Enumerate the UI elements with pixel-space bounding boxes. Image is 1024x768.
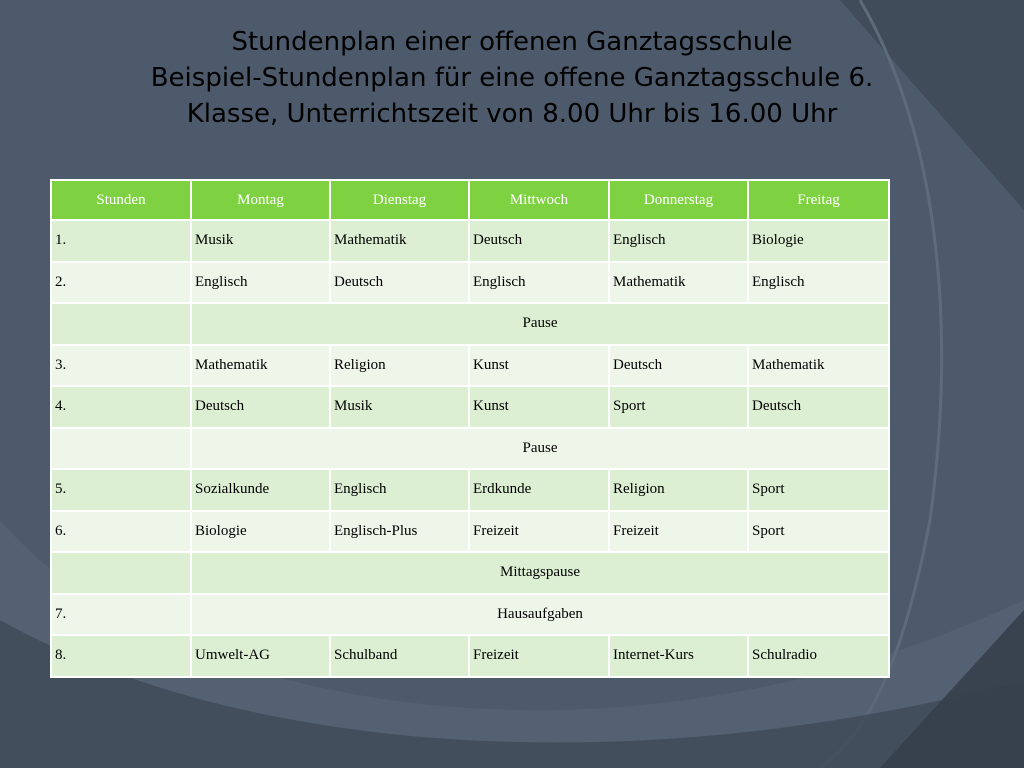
title-line-1: Stundenplan einer offenen Ganztagsschule <box>231 27 793 57</box>
table-row: 8. Umwelt-AG Schulband Freizeit Internet… <box>50 634 890 678</box>
table-row: 4. Deutsch Musik Kunst Sport Deutsch <box>50 385 890 429</box>
subject-cell: Deutsch <box>329 260 470 304</box>
lunch-break-cell: Mittagspause <box>190 551 890 595</box>
header-montag: Montag <box>190 179 331 221</box>
period-cell: 8. <box>50 634 192 678</box>
subject-cell: Musik <box>190 219 331 263</box>
subject-cell: Schulband <box>329 634 470 678</box>
subject-cell: Kunst <box>468 343 610 387</box>
subject-cell: Mathematik <box>747 343 890 387</box>
subject-cell: Englisch <box>468 260 610 304</box>
subject-cell: Religion <box>329 343 470 387</box>
subject-cell: Mathematik <box>190 343 331 387</box>
subject-cell: Deutsch <box>468 219 610 263</box>
subject-cell: Deutsch <box>747 385 890 429</box>
table-row-break: Mittagspause <box>50 551 890 595</box>
period-cell <box>50 551 192 595</box>
subject-cell: Englisch <box>190 260 331 304</box>
header-stunden: Stunden <box>50 179 192 221</box>
subject-cell: Deutsch <box>190 385 331 429</box>
subject-cell: Biologie <box>747 219 890 263</box>
period-cell: 2. <box>50 260 192 304</box>
header-dienstag: Dienstag <box>329 179 470 221</box>
subject-cell: Umwelt-AG <box>190 634 331 678</box>
period-cell <box>50 302 192 346</box>
header-freitag: Freitag <box>747 179 890 221</box>
break-cell: Pause <box>190 302 890 346</box>
table-row: 1. Musik Mathematik Deutsch Englisch Bio… <box>50 219 890 263</box>
subject-cell: Englisch <box>329 468 470 512</box>
subject-cell: Deutsch <box>608 343 749 387</box>
subject-cell: Sport <box>747 468 890 512</box>
subject-cell: Religion <box>608 468 749 512</box>
table-row: 6. Biologie Englisch-Plus Freizeit Freiz… <box>50 509 890 553</box>
title-line-3: Klasse, Unterrichtszeit von 8.00 Uhr bis… <box>186 99 838 129</box>
subject-cell: Mathematik <box>329 219 470 263</box>
table-row-homework: 7. Hausaufgaben <box>50 592 890 636</box>
table-row: 2. Englisch Deutsch Englisch Mathematik … <box>50 260 890 304</box>
period-cell: 7. <box>50 592 192 636</box>
subject-cell: Kunst <box>468 385 610 429</box>
title-line-2: Beispiel-Stundenplan für eine offene Gan… <box>150 63 874 93</box>
schedule-table: Stunden Montag Dienstag Mittwoch Donners… <box>50 179 890 678</box>
subject-cell: Musik <box>329 385 470 429</box>
table-row: 3. Mathematik Religion Kunst Deutsch Mat… <box>50 343 890 387</box>
subject-cell: Englisch-Plus <box>329 509 470 553</box>
period-cell: 6. <box>50 509 192 553</box>
table-row-break: Pause <box>50 426 890 470</box>
period-cell: 5. <box>50 468 192 512</box>
subject-cell: Mathematik <box>608 260 749 304</box>
subject-cell: Schulradio <box>747 634 890 678</box>
period-cell <box>50 426 192 470</box>
subject-cell: Sport <box>608 385 749 429</box>
homework-cell: Hausaufgaben <box>190 592 890 636</box>
subject-cell: Biologie <box>190 509 331 553</box>
period-cell: 4. <box>50 385 192 429</box>
break-cell: Pause <box>190 426 890 470</box>
header-mittwoch: Mittwoch <box>468 179 610 221</box>
slide-title: Stundenplan einer offenen Ganztagsschule… <box>40 24 984 132</box>
subject-cell: Sport <box>747 509 890 553</box>
header-donnerstag: Donnerstag <box>608 179 749 221</box>
subject-cell: Englisch <box>747 260 890 304</box>
period-cell: 3. <box>50 343 192 387</box>
table-row-break: Pause <box>50 302 890 346</box>
subject-cell: Freizeit <box>468 509 610 553</box>
subject-cell: Englisch <box>608 219 749 263</box>
subject-cell: Freizeit <box>468 634 610 678</box>
period-cell: 1. <box>50 219 192 263</box>
subject-cell: Sozialkunde <box>190 468 331 512</box>
subject-cell: Internet-Kurs <box>608 634 749 678</box>
subject-cell: Freizeit <box>608 509 749 553</box>
table-row: 5. Sozialkunde Englisch Erdkunde Religio… <box>50 468 890 512</box>
table-header-row: Stunden Montag Dienstag Mittwoch Donners… <box>50 179 890 221</box>
subject-cell: Erdkunde <box>468 468 610 512</box>
